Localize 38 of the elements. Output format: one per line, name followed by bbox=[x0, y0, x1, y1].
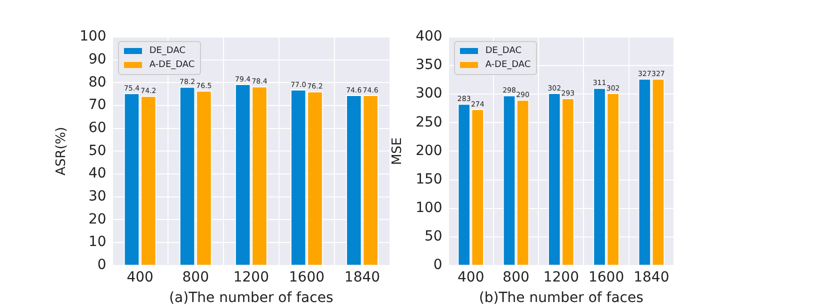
x-tick-label: 1600 bbox=[288, 269, 325, 286]
y-tick-label: 300 bbox=[416, 86, 442, 102]
y-tick-label: 10 bbox=[88, 234, 106, 250]
y-tick-label: 100 bbox=[80, 28, 106, 45]
y-tick-label: 90 bbox=[88, 51, 106, 68]
legend-label: DE_DAC bbox=[149, 46, 186, 56]
y-tick-label: 80 bbox=[88, 74, 106, 90]
x-tick-label: 1200 bbox=[543, 269, 579, 286]
x-tick-label: 1200 bbox=[233, 269, 269, 286]
x-tick-label: 1840 bbox=[634, 269, 670, 286]
x-tick-label: 400 bbox=[126, 269, 154, 286]
y-tick-label: 40 bbox=[88, 166, 106, 182]
x-axis-title: (a)The number of faces bbox=[169, 290, 334, 306]
x-tick-label: 800 bbox=[182, 269, 209, 286]
y-tick-label: 100 bbox=[416, 200, 442, 216]
y-axis-title: MSE bbox=[390, 137, 406, 166]
y-tick-label: 250 bbox=[416, 114, 442, 130]
x-tick-label: 1840 bbox=[344, 269, 380, 286]
y-tick-label: 150 bbox=[416, 171, 442, 188]
y-tick-label: 30 bbox=[88, 188, 106, 205]
y-tick-label: 0 bbox=[433, 257, 442, 274]
y-tick-label: 200 bbox=[416, 142, 442, 159]
y-tick-label: 350 bbox=[416, 57, 442, 74]
y-tick-label: 50 bbox=[88, 142, 106, 159]
y-tick-label: 70 bbox=[88, 97, 106, 114]
x-tick-label: 400 bbox=[458, 269, 484, 286]
y-tick-label: 0 bbox=[97, 257, 106, 274]
y-tick-label: 20 bbox=[88, 211, 106, 228]
y-axis-title: ASR(%) bbox=[54, 126, 70, 176]
x-tick-label: 1600 bbox=[588, 269, 624, 286]
x-tick-label: 800 bbox=[502, 269, 530, 286]
y-tick-label: 50 bbox=[424, 228, 442, 244]
legend-label: DE_DAC bbox=[485, 46, 522, 56]
y-tick-label: 400 bbox=[416, 28, 442, 45]
y-tick-label: 60 bbox=[88, 120, 106, 136]
legend-label: A-DE_DAC bbox=[149, 60, 195, 70]
x-axis-title: (b)The number of faces bbox=[478, 290, 644, 306]
legend-label: A-DE_DAC bbox=[485, 60, 531, 70]
